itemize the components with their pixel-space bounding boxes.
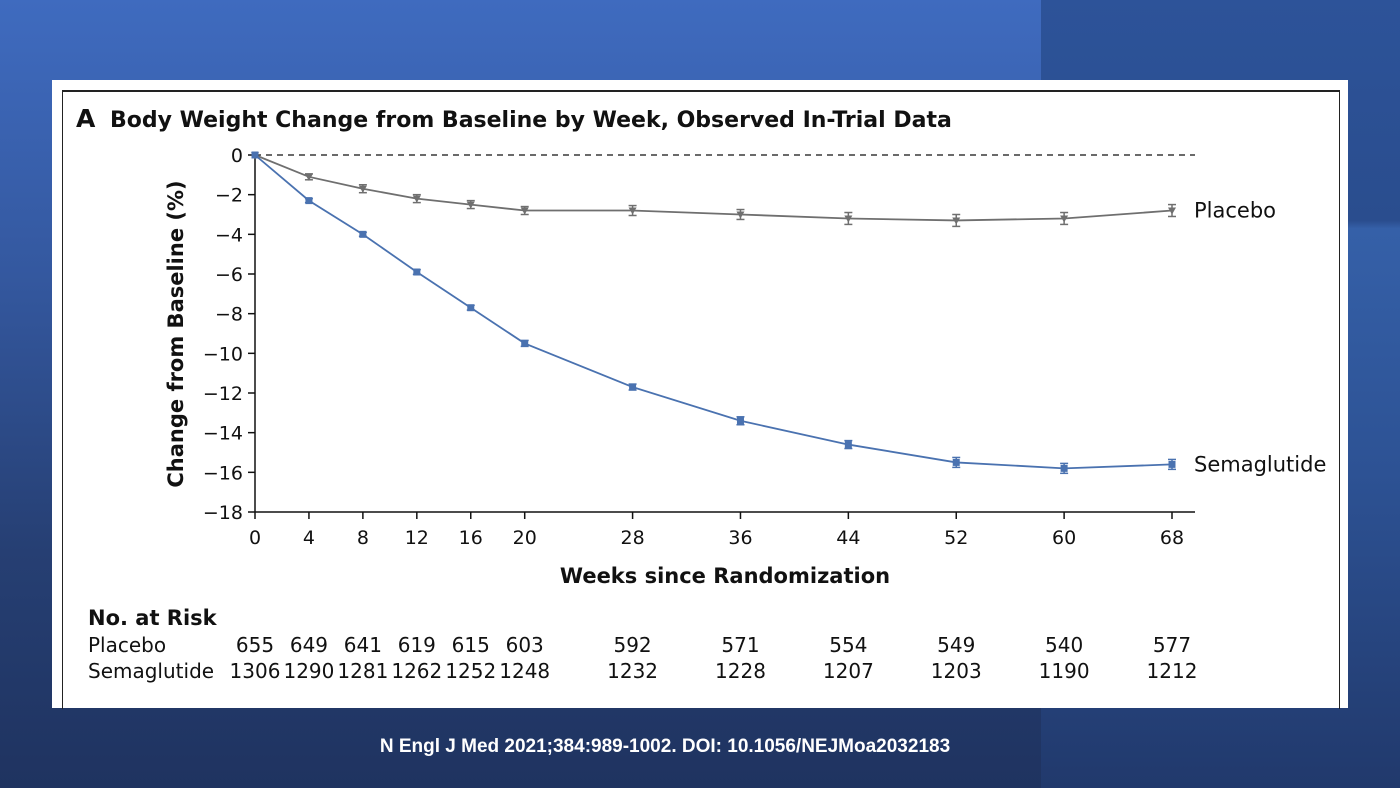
placebo-point — [304, 173, 313, 181]
risk-value: 615 — [452, 633, 490, 657]
risk-value: 554 — [829, 633, 867, 657]
semaglutide-point — [305, 197, 313, 205]
chart-title: Body Weight Change from Baseline by Week… — [110, 108, 952, 133]
y-tick-label: −14 — [203, 423, 243, 445]
risk-value: 641 — [344, 633, 382, 657]
x-tick-label: 16 — [459, 527, 483, 549]
risk-value: 603 — [506, 633, 544, 657]
figure-frame — [62, 90, 1340, 709]
risk-value: 592 — [613, 633, 651, 657]
citation-caption: N Engl J Med 2021;384:989-1002. DOI: 10.… — [379, 736, 951, 757]
x-tick-label: 4 — [303, 527, 315, 549]
figure-card — [52, 80, 1348, 709]
semaglutide-point — [952, 458, 960, 466]
panel-letter: A — [76, 104, 96, 133]
x-tick-label: 60 — [1052, 527, 1076, 549]
placebo-point — [520, 207, 529, 215]
y-tick-label: −12 — [203, 383, 243, 405]
semaglutide-point — [1168, 460, 1176, 468]
x-tick-label: 0 — [249, 527, 261, 549]
risk-value: 1248 — [499, 659, 550, 683]
semaglutide-point — [467, 304, 475, 312]
x-tick-label: 44 — [836, 527, 860, 549]
placebo-point — [466, 201, 475, 209]
risk-row-label: Semaglutide — [88, 659, 214, 683]
placebo-point — [1168, 207, 1176, 215]
placebo-series-line — [254, 154, 1173, 222]
semaglutide-series-line — [254, 154, 1173, 470]
risk-value: 1207 — [823, 659, 874, 683]
x-tick-label: 12 — [405, 527, 429, 549]
semaglutide-point — [521, 339, 529, 347]
placebo-point — [952, 217, 961, 225]
risk-value: 655 — [236, 633, 274, 657]
y-tick-label: −2 — [215, 185, 243, 207]
placebo-point — [412, 195, 421, 203]
risk-value: 1212 — [1147, 659, 1198, 683]
plot-area: 0 −2 −4 −6 −8 −10 −12 −14 −16 −18 0 4 8 12 16 20 28 36 44 5… — [203, 145, 1326, 549]
risk-value: 1252 — [445, 659, 496, 683]
risk-value: 540 — [1045, 633, 1083, 657]
semaglutide-point — [844, 441, 852, 449]
risk-value: 1262 — [391, 659, 442, 683]
x-tick-label: 20 — [513, 527, 537, 549]
y-axis-title: Change from Baseline (%) — [164, 180, 188, 487]
y-tick-label: −8 — [215, 304, 243, 326]
risk-value: 1306 — [230, 659, 281, 683]
risk-value: 571 — [721, 633, 759, 657]
placebo-point — [358, 185, 367, 193]
y-tick-label: −16 — [203, 462, 243, 484]
semaglutide-series-label: Semaglutide — [1194, 452, 1326, 476]
risk-value: 549 — [937, 633, 975, 657]
risk-value: 1228 — [715, 659, 766, 683]
x-tick-label: 28 — [620, 527, 644, 549]
x-tick-label: 8 — [357, 527, 369, 549]
semaglutide-point — [736, 417, 744, 425]
risk-table-heading: No. at Risk — [88, 606, 218, 630]
semaglutide-point — [359, 230, 367, 238]
placebo-point — [628, 207, 637, 215]
x-tick-label: 52 — [944, 527, 968, 549]
y-tick-label: 0 — [231, 145, 243, 167]
semaglutide-point — [251, 151, 259, 159]
semaglutide-point — [629, 383, 637, 391]
y-tick-label: −10 — [203, 343, 243, 365]
y-tick-label: −18 — [203, 502, 243, 524]
y-tick-label: −4 — [215, 224, 243, 246]
risk-value: 1232 — [607, 659, 658, 683]
x-axis-title: Weeks since Randomization — [560, 564, 890, 588]
risk-row-label: Placebo — [88, 633, 166, 657]
placebo-point — [736, 211, 745, 219]
placebo-point — [844, 215, 853, 223]
risk-value: 577 — [1153, 633, 1191, 657]
placebo-point — [1060, 215, 1069, 223]
x-tick-label: 36 — [728, 527, 752, 549]
semaglutide-point — [413, 268, 421, 276]
semaglutide-point — [1060, 464, 1068, 472]
placebo-series-label: Placebo — [1194, 199, 1276, 223]
x-tick-label: 68 — [1160, 527, 1184, 549]
risk-value: 1203 — [931, 659, 982, 683]
risk-value: 1281 — [337, 659, 388, 683]
risk-value: 1290 — [283, 659, 334, 683]
y-tick-label: −6 — [215, 264, 243, 286]
risk-table: Placebo 655 649 641 619 615 603 592 571 554 549 540… — [88, 633, 1197, 683]
risk-value: 1190 — [1039, 659, 1090, 683]
risk-value: 649 — [290, 633, 328, 657]
risk-value: 619 — [398, 633, 436, 657]
